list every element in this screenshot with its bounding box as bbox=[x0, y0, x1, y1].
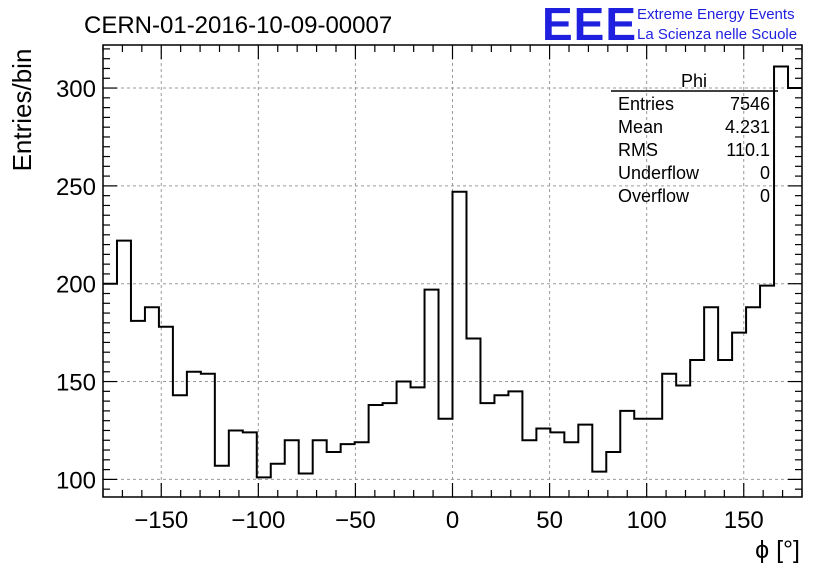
histogram-bin bbox=[201, 374, 215, 497]
x-tick-label: 50 bbox=[536, 507, 563, 534]
histogram-bin bbox=[131, 321, 145, 497]
histogram-bin bbox=[550, 432, 564, 497]
stats-row-value: 0 bbox=[760, 186, 770, 206]
stats-row-value: 0 bbox=[760, 163, 770, 183]
histogram-bin bbox=[355, 442, 369, 497]
stats-box: Phi Entries 7546 Mean 4.231 RMS 110.1 Underflo… bbox=[611, 71, 778, 206]
chart-title: CERN-01-2016-10-09-00007 bbox=[84, 12, 392, 39]
histogram-bin bbox=[564, 442, 578, 497]
histogram-bin bbox=[327, 452, 341, 497]
histogram-bin bbox=[578, 425, 592, 497]
histogram-bin bbox=[704, 307, 718, 497]
axes bbox=[102, 44, 803, 498]
histogram-bin bbox=[746, 307, 760, 497]
stats-row-value: 110.1 bbox=[726, 140, 770, 160]
eee-logo: EEE Extreme Energy Events La Scienza nel… bbox=[542, 0, 797, 50]
histogram-bin bbox=[648, 419, 662, 497]
stats-row-label: Entries bbox=[618, 94, 674, 114]
histogram-bin bbox=[425, 290, 439, 497]
histogram-bin bbox=[215, 466, 229, 497]
stats-row-value: 4.231 bbox=[725, 117, 770, 137]
stats-row-label: Underflow bbox=[618, 163, 700, 183]
y-axis-label: Entries/bin bbox=[7, 49, 37, 172]
histogram-bin bbox=[117, 241, 131, 497]
histogram-bin bbox=[439, 419, 453, 497]
histogram-bin bbox=[480, 403, 494, 497]
histogram-bin bbox=[369, 405, 383, 497]
histogram-bin bbox=[718, 360, 732, 497]
histogram-bin bbox=[103, 284, 117, 497]
stats-row-label: Overflow bbox=[618, 186, 690, 206]
histogram-bin bbox=[229, 430, 243, 497]
histogram-bin bbox=[536, 429, 550, 497]
histogram-bin bbox=[522, 440, 536, 497]
y-tick-label: 200 bbox=[56, 272, 96, 299]
logo-line-1: Extreme Energy Events bbox=[637, 6, 795, 23]
x-tick-label: −50 bbox=[335, 507, 376, 534]
x-tick-label: −150 bbox=[134, 507, 188, 534]
stats-row-label: RMS bbox=[618, 140, 658, 160]
histogram-bin bbox=[145, 307, 159, 497]
histogram-bin bbox=[453, 192, 467, 497]
stats-title: Phi bbox=[681, 71, 707, 91]
histogram-bin bbox=[243, 432, 257, 497]
histogram-bin bbox=[620, 411, 634, 497]
x-tick-labels: −150 −100 −50 0 50 100 150 bbox=[134, 507, 764, 534]
histogram-bin bbox=[760, 286, 774, 497]
histogram-bin bbox=[383, 403, 397, 497]
histogram-outline bbox=[103, 65, 802, 479]
y-tick-label: 150 bbox=[56, 370, 96, 397]
stats-row-value: 7546 bbox=[730, 94, 770, 114]
histogram-bin bbox=[592, 472, 606, 497]
x-axis-label: ϕ [°] bbox=[755, 536, 800, 564]
histogram-bin bbox=[494, 395, 508, 497]
histogram-bin bbox=[313, 440, 327, 497]
histogram-bin bbox=[411, 387, 425, 497]
x-tick-label: 100 bbox=[627, 507, 667, 534]
x-tick-label: 150 bbox=[724, 507, 764, 534]
histogram-bin bbox=[676, 385, 690, 497]
y-tick-label: 300 bbox=[56, 76, 96, 103]
histogram-bin bbox=[662, 374, 676, 497]
x-tick-label: −100 bbox=[231, 507, 285, 534]
histogram-bin bbox=[788, 88, 802, 497]
stats-row-label: Mean bbox=[618, 117, 663, 137]
histogram-bin bbox=[173, 395, 187, 497]
x-tick-label: 0 bbox=[446, 507, 459, 534]
histogram-bin bbox=[187, 372, 201, 497]
y-tick-labels: 100 150 200 250 300 bbox=[56, 76, 96, 494]
histogram-bin bbox=[774, 67, 788, 497]
histogram-bin bbox=[508, 391, 522, 497]
y-tick-label: 250 bbox=[56, 174, 96, 201]
y-tick-label: 100 bbox=[56, 467, 96, 494]
histogram-bin bbox=[285, 440, 299, 497]
stats-rows: Entries 7546 Mean 4.231 RMS 110.1 Underflow 0 Ov… bbox=[618, 94, 770, 206]
histogram-bin bbox=[466, 339, 480, 497]
logo-mark: EEE bbox=[542, 0, 637, 50]
histogram-bin bbox=[341, 444, 355, 497]
histogram-series bbox=[103, 65, 802, 497]
logo-line-2: La Scienza nelle Scuole bbox=[637, 26, 797, 43]
histogram-bin bbox=[299, 474, 313, 497]
histogram-bin bbox=[690, 360, 704, 497]
